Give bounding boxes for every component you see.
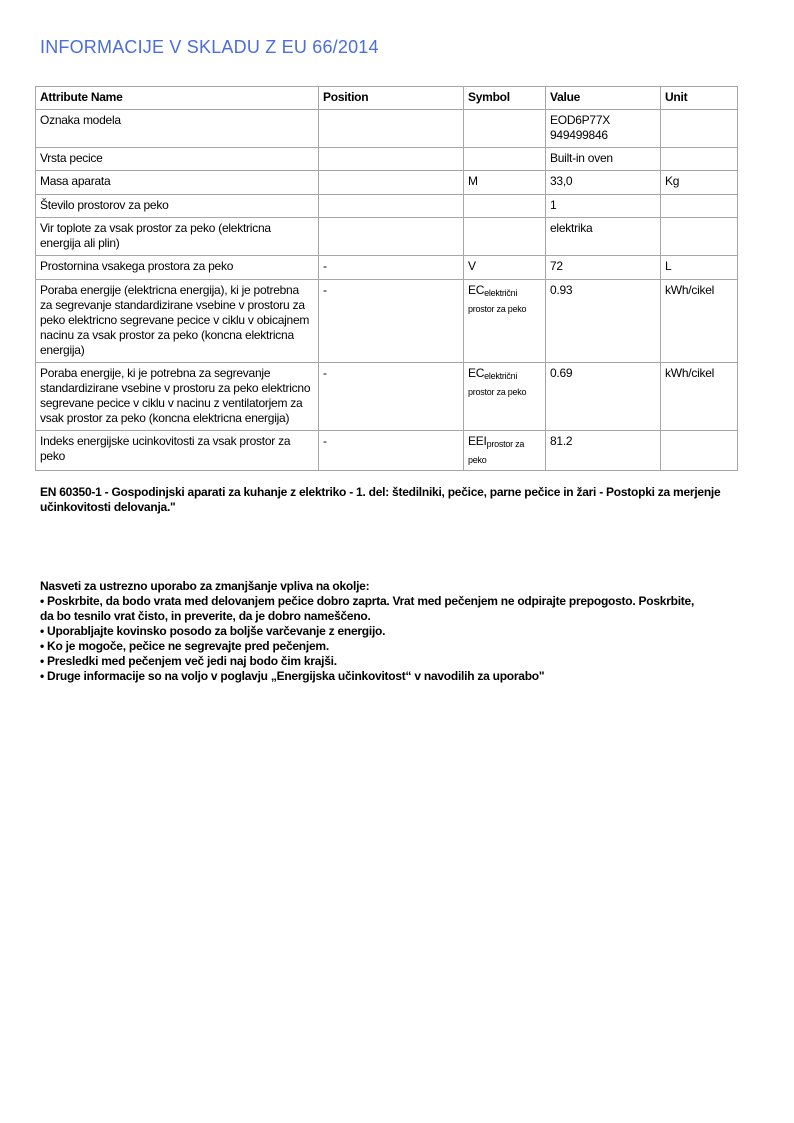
header-value: Value (545, 86, 661, 110)
cell-unit (660, 194, 738, 218)
cell-position (318, 147, 464, 171)
cell-value: 0.93 (545, 279, 661, 363)
cell-attribute: Prostornina vsakega prostora za peko (35, 255, 319, 280)
cell-attribute: Vrsta pecice (35, 147, 319, 171)
cell-attribute: Poraba energije (elektricna energija), k… (35, 279, 319, 363)
cell-attribute: Indeks energijske ucinkovitosti za vsak … (35, 430, 319, 471)
eco-tip-item: • Uporabljajte kovinsko posodo za boljše… (40, 624, 386, 638)
cell-position (318, 194, 464, 218)
cell-position (318, 109, 464, 148)
cell-symbol: ECelektrični prostor za peko (463, 362, 546, 431)
table-row-indeks-ucinkovitosti: Indeks energijske ucinkovitosti za vsak … (35, 430, 738, 471)
cell-value: 33,0 (545, 170, 661, 195)
table-row-masa-aparata: Masa aparata M 33,0 Kg (35, 170, 738, 195)
cell-position: - (318, 362, 464, 431)
cell-value: elektrika (545, 217, 661, 256)
cell-symbol: V (463, 255, 546, 280)
cell-attribute: Vir toplote za vsak prostor za peko (ele… (35, 217, 319, 256)
cell-symbol: EEIprostor za peko (463, 430, 546, 471)
cell-value: 1 (545, 194, 661, 218)
header-symbol: Symbol (463, 86, 546, 110)
eco-tip-item: • Poskrbite, da bodo vrata med delovanje… (40, 594, 695, 623)
cell-position: - (318, 255, 464, 280)
cell-unit: kWh/cikel (660, 279, 738, 363)
table-row-prostornina: Prostornina vsakega prostora za peko - V… (35, 255, 738, 280)
cell-position: - (318, 430, 464, 471)
symbol-main: EC (468, 283, 485, 297)
header-unit: Unit (660, 86, 738, 110)
header-position: Position (318, 86, 464, 110)
table-row-vir-toplote: Vir toplote za vsak prostor za peko (ele… (35, 217, 738, 256)
table-row-oznaka-modela: Oznaka modela EOD6P77X 949499846 (35, 109, 738, 148)
symbol-main: M (468, 174, 478, 188)
table-row-stevilo-prostorov: Število prostorov za peko 1 (35, 194, 738, 218)
cell-value: 72 (545, 255, 661, 280)
table-row-poraba-ventilator-nacin: Poraba energije, ki je potrebna za segre… (35, 362, 738, 431)
symbol-subscript: električni prostor za peko (468, 371, 527, 397)
cell-symbol (463, 194, 546, 218)
eco-tips-section: Nasveti za ustrezno uporabo za zmanjšanj… (40, 579, 705, 684)
page-title: INFORMACIJE V SKLADU Z EU 66/2014 (40, 37, 379, 57)
cell-position (318, 170, 464, 195)
standard-reference-note: EN 60350-1 - Gospodinjski aparati za kuh… (40, 485, 721, 514)
eco-tip-item: • Druge informacije so na voljo v poglav… (40, 669, 545, 683)
cell-attribute: Poraba energije, ki je potrebna za segre… (35, 362, 319, 431)
cell-unit: kWh/cikel (660, 362, 738, 431)
eco-tips-heading: Nasveti za ustrezno uporabo za zmanjšanj… (40, 579, 370, 593)
cell-value: Built-in oven (545, 147, 661, 171)
cell-attribute: Število prostorov za peko (35, 194, 319, 218)
cell-unit (660, 430, 738, 471)
cell-unit: Kg (660, 170, 738, 195)
cell-attribute: Masa aparata (35, 170, 319, 195)
page-content: INFORMACIJE V SKLADU Z EU 66/2014 Attrib… (35, 37, 738, 684)
header-attribute-name: Attribute Name (35, 86, 319, 110)
cell-symbol: ECelektrični prostor za peko (463, 279, 546, 363)
symbol-subscript: električni prostor za peko (468, 288, 527, 314)
cell-unit (660, 217, 738, 256)
cell-symbol (463, 147, 546, 171)
eco-tip-item: • Ko je mogoče, pečice ne segrevajte pre… (40, 639, 329, 653)
cell-value: 81.2 (545, 430, 661, 471)
symbol-main: EC (468, 366, 485, 380)
cell-symbol (463, 109, 546, 148)
spec-table: Attribute Name Position Symbol Value Uni… (35, 86, 738, 471)
cell-unit: L (660, 255, 738, 280)
cell-symbol (463, 217, 546, 256)
cell-attribute: Oznaka modela (35, 109, 319, 148)
symbol-main: EEI (468, 434, 487, 448)
cell-symbol: M (463, 170, 546, 195)
cell-unit (660, 147, 738, 171)
eco-tip-item: • Presledki med pečenjem več jedi naj bo… (40, 654, 337, 668)
cell-value: 0.69 (545, 362, 661, 431)
symbol-subscript: prostor za peko (468, 439, 525, 465)
cell-position: - (318, 279, 464, 363)
symbol-main: V (468, 259, 476, 273)
cell-unit (660, 109, 738, 148)
cell-value: EOD6P77X 949499846 (545, 109, 661, 148)
cell-position (318, 217, 464, 256)
table-row-poraba-obicajni-nacin: Poraba energije (elektricna energija), k… (35, 279, 738, 363)
table-row-vrsta-pecice: Vrsta pecice Built-in oven (35, 147, 738, 171)
table-header-row: Attribute Name Position Symbol Value Uni… (35, 86, 738, 110)
